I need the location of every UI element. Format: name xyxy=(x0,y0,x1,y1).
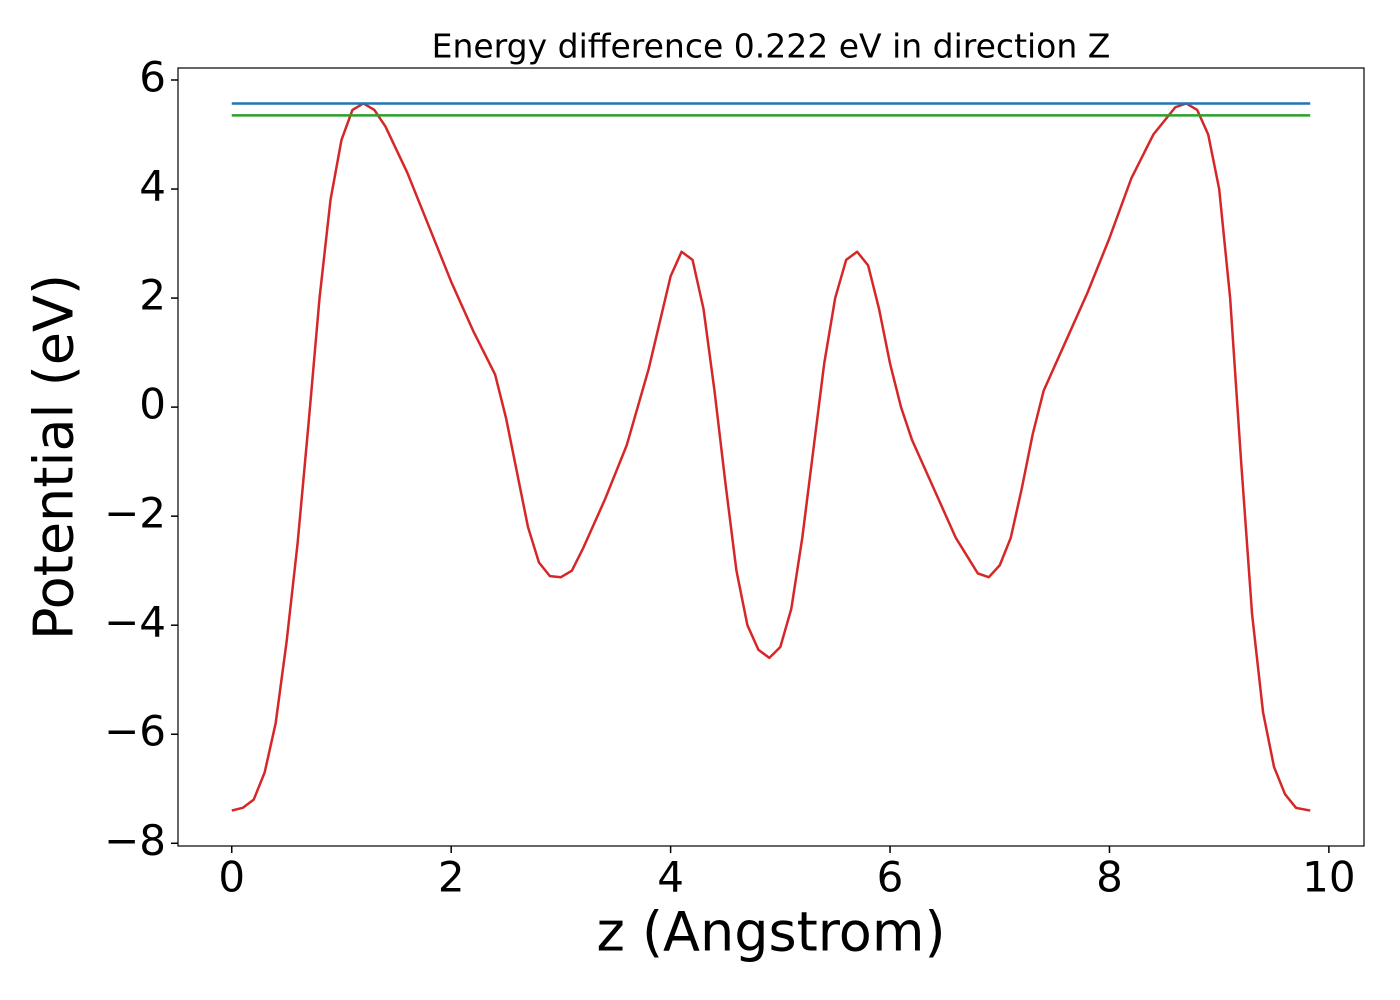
x-tick-label: 6 xyxy=(877,853,904,902)
x-tick-label: 4 xyxy=(657,853,684,902)
y-tick-label: −8 xyxy=(104,816,166,865)
y-tick-label: 4 xyxy=(139,162,166,211)
y-tick-label: 2 xyxy=(139,271,166,320)
x-tick-label: 8 xyxy=(1096,853,1123,902)
y-tick-label: −6 xyxy=(104,707,166,756)
y-tick-label: −4 xyxy=(104,598,166,647)
x-tick-label: 10 xyxy=(1302,853,1355,902)
x-axis-label: z (Angstrom) xyxy=(596,901,945,964)
x-tick-label: 0 xyxy=(218,853,245,902)
y-axis-label: Potential (eV) xyxy=(23,274,86,640)
y-tick-label: −2 xyxy=(104,489,166,538)
y-tick-label: 0 xyxy=(139,380,166,429)
chart-title: Energy difference 0.222 eV in direction … xyxy=(432,27,1111,66)
x-tick-label: 2 xyxy=(438,853,465,902)
plot-frame xyxy=(177,67,1365,847)
y-tick-label: 6 xyxy=(139,52,166,101)
